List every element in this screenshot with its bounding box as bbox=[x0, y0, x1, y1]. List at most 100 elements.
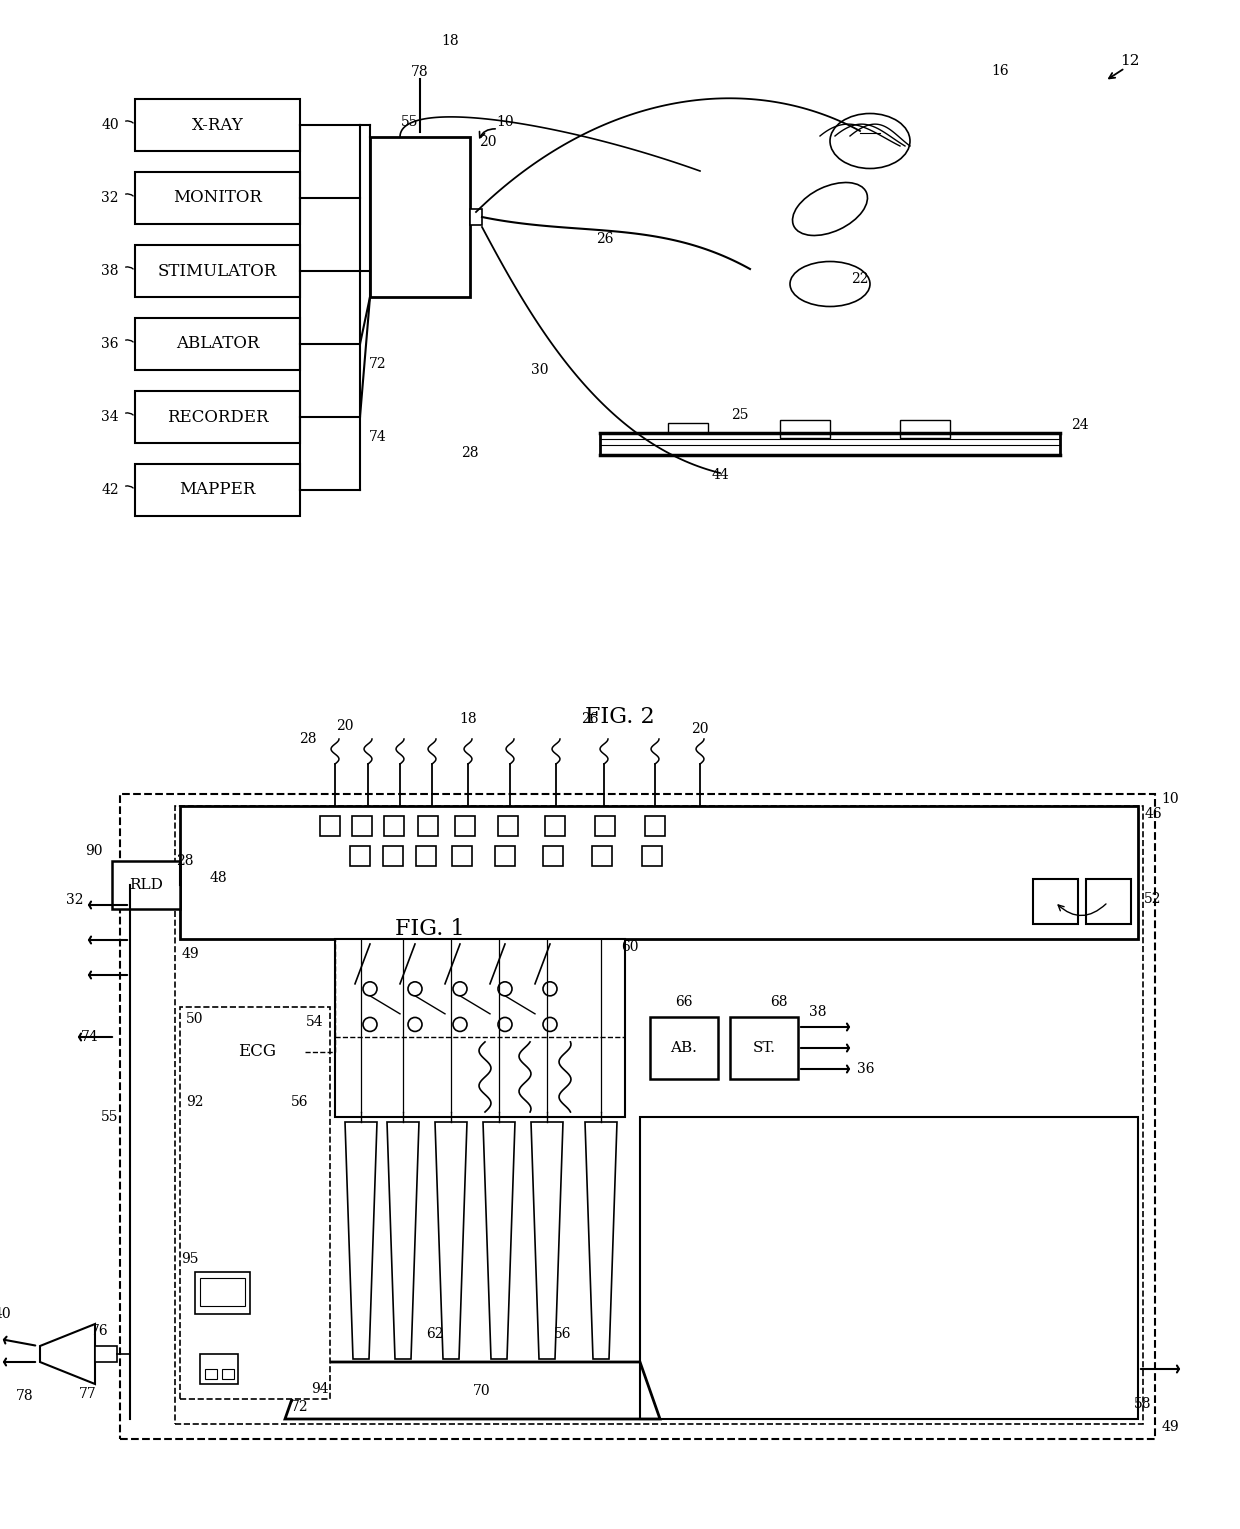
Text: 77: 77 bbox=[79, 1387, 97, 1401]
FancyBboxPatch shape bbox=[135, 245, 300, 297]
Text: 78: 78 bbox=[16, 1388, 33, 1404]
FancyBboxPatch shape bbox=[95, 1346, 117, 1362]
Text: 12: 12 bbox=[1120, 54, 1140, 67]
Text: FIG. 2: FIG. 2 bbox=[585, 706, 655, 728]
FancyBboxPatch shape bbox=[1086, 879, 1131, 924]
Text: 36: 36 bbox=[102, 336, 119, 352]
Text: 26: 26 bbox=[596, 232, 614, 246]
Text: 44: 44 bbox=[711, 468, 729, 482]
Text: 90: 90 bbox=[86, 844, 103, 858]
Text: 52: 52 bbox=[1145, 891, 1162, 907]
Text: 74: 74 bbox=[370, 430, 387, 443]
Text: 78: 78 bbox=[412, 66, 429, 80]
Text: 36: 36 bbox=[857, 1063, 874, 1076]
FancyBboxPatch shape bbox=[453, 846, 472, 865]
Text: 25: 25 bbox=[732, 408, 749, 422]
Text: 28: 28 bbox=[176, 855, 193, 868]
Text: 72: 72 bbox=[370, 356, 387, 372]
Text: ECG: ECG bbox=[238, 1043, 277, 1061]
FancyBboxPatch shape bbox=[730, 1017, 799, 1079]
FancyBboxPatch shape bbox=[350, 846, 370, 865]
FancyBboxPatch shape bbox=[180, 806, 1138, 939]
Text: 42: 42 bbox=[102, 483, 119, 497]
Text: 24: 24 bbox=[1071, 417, 1089, 433]
Text: 60: 60 bbox=[621, 940, 639, 954]
Text: 66: 66 bbox=[676, 995, 693, 1009]
Text: 70: 70 bbox=[474, 1384, 491, 1398]
FancyBboxPatch shape bbox=[383, 846, 403, 865]
FancyBboxPatch shape bbox=[595, 816, 615, 836]
FancyBboxPatch shape bbox=[200, 1355, 238, 1384]
FancyBboxPatch shape bbox=[455, 816, 475, 836]
Text: 49: 49 bbox=[181, 946, 198, 962]
FancyBboxPatch shape bbox=[591, 846, 613, 865]
Text: 40: 40 bbox=[0, 1307, 11, 1321]
FancyBboxPatch shape bbox=[135, 99, 300, 151]
FancyBboxPatch shape bbox=[352, 816, 372, 836]
Text: 20: 20 bbox=[336, 719, 353, 732]
FancyBboxPatch shape bbox=[640, 1118, 1138, 1419]
Text: MONITOR: MONITOR bbox=[174, 190, 262, 206]
Text: 48: 48 bbox=[210, 872, 227, 885]
Text: ABLATOR: ABLATOR bbox=[176, 335, 259, 353]
Text: AB.: AB. bbox=[671, 1041, 697, 1055]
Text: 46: 46 bbox=[1145, 807, 1162, 821]
FancyBboxPatch shape bbox=[135, 463, 300, 515]
Text: X-RAY: X-RAY bbox=[192, 116, 243, 133]
FancyBboxPatch shape bbox=[335, 939, 625, 1118]
FancyBboxPatch shape bbox=[135, 171, 300, 225]
Text: 74: 74 bbox=[81, 1031, 99, 1044]
Text: RLD: RLD bbox=[129, 878, 162, 891]
Text: 32: 32 bbox=[66, 893, 84, 907]
FancyBboxPatch shape bbox=[418, 816, 438, 836]
FancyBboxPatch shape bbox=[650, 1017, 718, 1079]
FancyBboxPatch shape bbox=[120, 794, 1154, 1439]
FancyBboxPatch shape bbox=[780, 420, 830, 437]
FancyBboxPatch shape bbox=[642, 846, 662, 865]
Text: 68: 68 bbox=[770, 995, 787, 1009]
Text: 26: 26 bbox=[582, 713, 599, 726]
Text: 62: 62 bbox=[427, 1327, 444, 1341]
FancyBboxPatch shape bbox=[195, 1272, 250, 1313]
Text: 10: 10 bbox=[496, 115, 513, 128]
Text: 58: 58 bbox=[1135, 1398, 1152, 1411]
Text: 38: 38 bbox=[810, 1005, 827, 1018]
Text: MAPPER: MAPPER bbox=[180, 482, 255, 498]
Text: 56: 56 bbox=[291, 1095, 309, 1109]
Text: 18: 18 bbox=[459, 713, 477, 726]
Text: 95: 95 bbox=[181, 1252, 198, 1266]
Text: 56: 56 bbox=[554, 1327, 572, 1341]
FancyBboxPatch shape bbox=[543, 846, 563, 865]
Text: 92: 92 bbox=[186, 1095, 203, 1109]
Text: 55: 55 bbox=[402, 115, 419, 128]
Text: 28: 28 bbox=[299, 732, 316, 746]
Text: 16: 16 bbox=[991, 64, 1009, 78]
FancyBboxPatch shape bbox=[415, 846, 436, 865]
Text: 54: 54 bbox=[306, 1015, 324, 1029]
Text: 50: 50 bbox=[186, 1012, 203, 1026]
Text: 18: 18 bbox=[441, 34, 459, 47]
Text: STIMULATOR: STIMULATOR bbox=[157, 263, 277, 280]
Text: 20: 20 bbox=[479, 135, 497, 148]
Text: 76: 76 bbox=[92, 1324, 109, 1338]
FancyBboxPatch shape bbox=[546, 816, 565, 836]
FancyBboxPatch shape bbox=[210, 1017, 305, 1087]
FancyBboxPatch shape bbox=[135, 391, 300, 443]
Text: 32: 32 bbox=[102, 191, 119, 205]
FancyBboxPatch shape bbox=[320, 816, 340, 836]
Text: 10: 10 bbox=[1161, 792, 1179, 806]
Text: 30: 30 bbox=[531, 362, 549, 378]
FancyBboxPatch shape bbox=[135, 318, 300, 370]
FancyBboxPatch shape bbox=[205, 1368, 217, 1379]
Text: 20: 20 bbox=[691, 722, 709, 735]
FancyBboxPatch shape bbox=[1033, 879, 1078, 924]
FancyBboxPatch shape bbox=[498, 816, 518, 836]
Text: 22: 22 bbox=[851, 272, 869, 286]
FancyBboxPatch shape bbox=[900, 420, 950, 437]
FancyBboxPatch shape bbox=[200, 1278, 246, 1306]
FancyBboxPatch shape bbox=[175, 806, 1143, 1423]
Text: RECORDER: RECORDER bbox=[166, 408, 268, 425]
FancyBboxPatch shape bbox=[384, 816, 404, 836]
FancyBboxPatch shape bbox=[370, 138, 470, 297]
FancyBboxPatch shape bbox=[222, 1368, 234, 1379]
